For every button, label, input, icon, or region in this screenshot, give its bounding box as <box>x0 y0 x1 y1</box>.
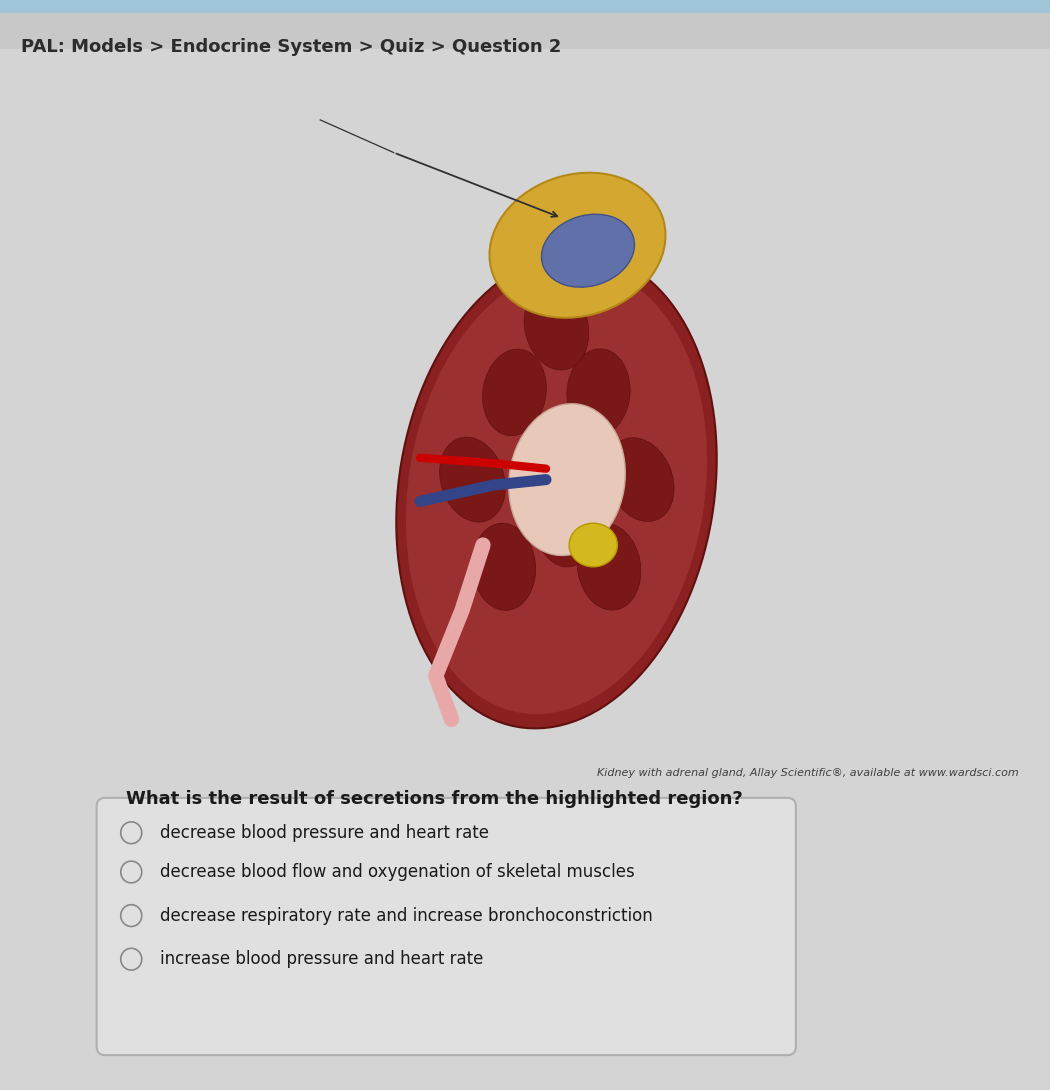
Text: What is the result of secretions from the highlighted region?: What is the result of secretions from th… <box>126 790 742 809</box>
Ellipse shape <box>567 349 630 436</box>
Ellipse shape <box>578 523 640 610</box>
Ellipse shape <box>483 349 546 436</box>
FancyBboxPatch shape <box>0 49 1050 1090</box>
Ellipse shape <box>536 480 598 567</box>
Text: decrease blood flow and oxygenation of skeletal muscles: decrease blood flow and oxygenation of s… <box>160 863 634 881</box>
Ellipse shape <box>508 403 626 556</box>
Text: increase blood pressure and heart rate: increase blood pressure and heart rate <box>160 950 483 968</box>
Text: Kidney with adrenal gland, Allay Scientific®, available at www.wardsci.com: Kidney with adrenal gland, Allay Scienti… <box>596 768 1018 778</box>
Ellipse shape <box>489 172 666 318</box>
Ellipse shape <box>607 438 674 521</box>
Text: decrease blood pressure and heart rate: decrease blood pressure and heart rate <box>160 824 488 841</box>
FancyBboxPatch shape <box>0 0 1050 13</box>
Ellipse shape <box>542 215 634 287</box>
Ellipse shape <box>396 253 717 728</box>
FancyBboxPatch shape <box>97 798 796 1055</box>
Ellipse shape <box>472 523 536 610</box>
Ellipse shape <box>569 523 617 567</box>
Text: PAL: Models > Endocrine System > Quiz > Question 2: PAL: Models > Endocrine System > Quiz > … <box>21 38 562 57</box>
Text: decrease respiratory rate and increase bronchoconstriction: decrease respiratory rate and increase b… <box>160 907 652 924</box>
Ellipse shape <box>440 437 505 522</box>
Ellipse shape <box>406 267 707 714</box>
Ellipse shape <box>524 284 589 370</box>
